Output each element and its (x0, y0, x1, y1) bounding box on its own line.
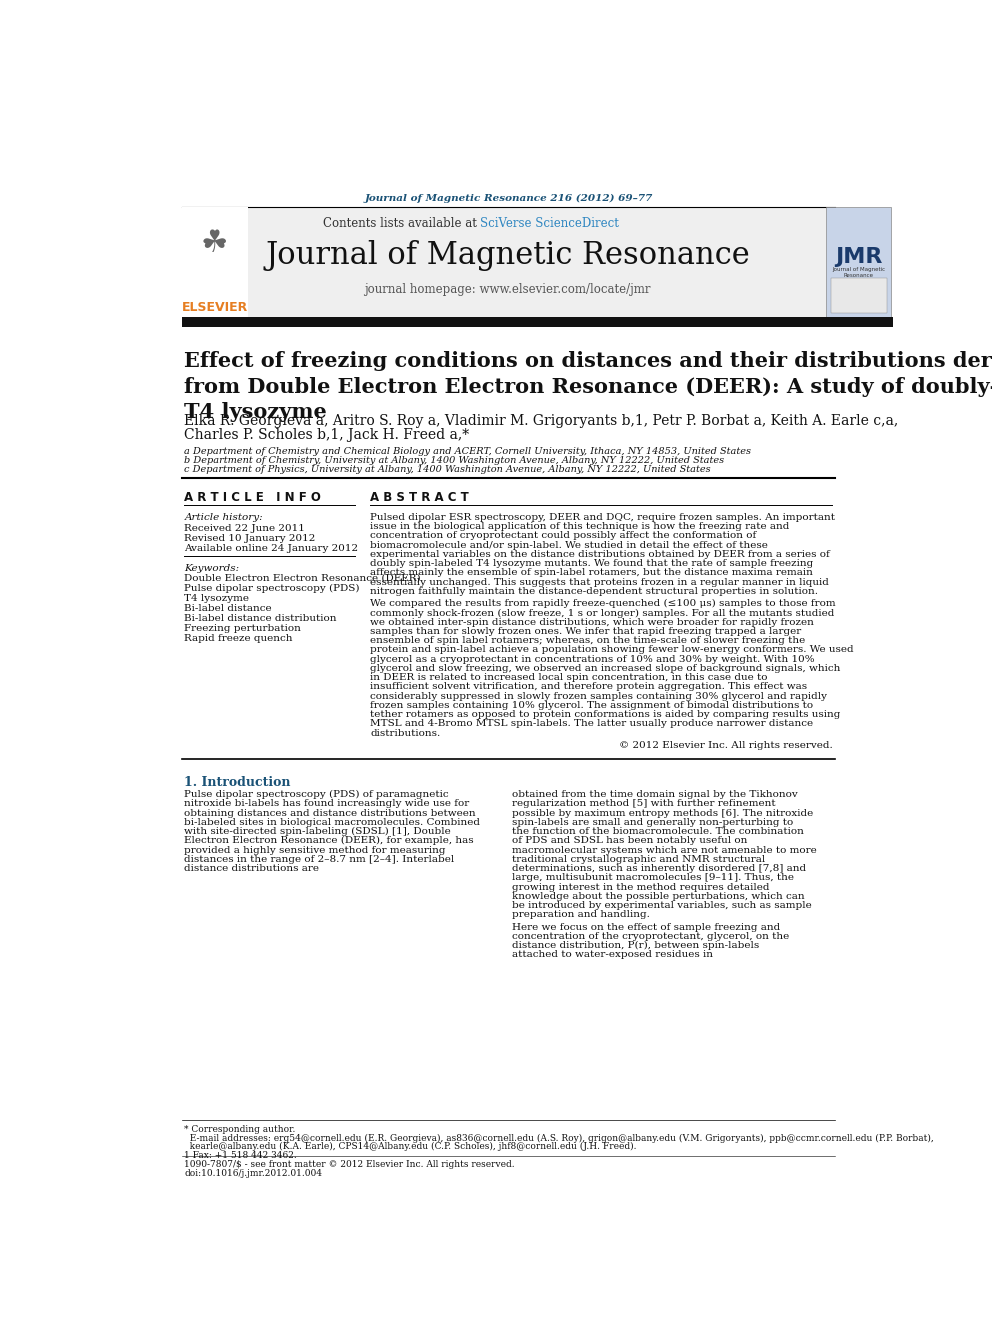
Text: regularization method [5] with further refinement: regularization method [5] with further r… (512, 799, 775, 808)
Text: Here we focus on the effect of sample freezing and: Here we focus on the effect of sample fr… (512, 922, 780, 931)
Text: kearle@albany.edu (K.A. Earle), CPS14@Albany.edu (C.P. Scholes), jhf8@cornell.ed: kearle@albany.edu (K.A. Earle), CPS14@Al… (185, 1142, 637, 1151)
Text: ensemble of spin label rotamers; whereas, on the time-scale of slower freezing t: ensemble of spin label rotamers; whereas… (370, 636, 806, 646)
Text: traditional crystallographic and NMR structural: traditional crystallographic and NMR str… (512, 855, 765, 864)
Text: growing interest in the method requires detailed: growing interest in the method requires … (512, 882, 769, 892)
Text: c Department of Physics, University at Albany, 1400 Washington Avenue, Albany, N: c Department of Physics, University at A… (185, 466, 711, 474)
Text: b Department of Chemistry, University at Albany, 1400 Washington Avenue, Albany,: b Department of Chemistry, University at… (185, 456, 724, 464)
Text: knowledge about the possible perturbations, which can: knowledge about the possible perturbatio… (512, 892, 805, 901)
Text: affects mainly the ensemble of spin-label rotamers, but the distance maxima rema: affects mainly the ensemble of spin-labe… (370, 569, 813, 577)
Text: bi-labeled sites in biological macromolecules. Combined: bi-labeled sites in biological macromole… (185, 818, 480, 827)
Text: Journal of Magnetic Resonance: Journal of Magnetic Resonance (265, 239, 750, 271)
Text: concentration of the cryoprotectant, glycerol, on the: concentration of the cryoprotectant, gly… (512, 931, 789, 941)
Text: issue in the biological application of this technique is how the freezing rate a: issue in the biological application of t… (370, 523, 790, 532)
Text: Elka R. Georgieva a, Aritro S. Roy a, Vladimir M. Grigoryants b,1, Petr P. Borba: Elka R. Georgieva a, Aritro S. Roy a, Vl… (185, 414, 899, 429)
Text: JMR: JMR (835, 247, 883, 267)
Text: Freezing perturbation: Freezing perturbation (185, 624, 302, 632)
Text: tether rotamers as opposed to protein conformations is aided by comparing result: tether rotamers as opposed to protein co… (370, 710, 841, 720)
Text: Contents lists available at: Contents lists available at (322, 217, 480, 229)
Text: insufficient solvent vitrification, and therefore protein aggregation. This effe: insufficient solvent vitrification, and … (370, 683, 807, 692)
Bar (183, 208, 834, 316)
Text: Journal of Magnetic Resonance 216 (2012) 69–77: Journal of Magnetic Resonance 216 (2012)… (364, 193, 653, 202)
Text: 1 Fax: +1 518 442 3462.: 1 Fax: +1 518 442 3462. (185, 1151, 298, 1159)
Text: considerably suppressed in slowly frozen samples containing 30% glycerol and rap: considerably suppressed in slowly frozen… (370, 692, 827, 701)
Text: * Corresponding author.: * Corresponding author. (185, 1125, 296, 1134)
Text: obtaining distances and distance distributions between: obtaining distances and distance distrib… (185, 808, 476, 818)
Text: preparation and handling.: preparation and handling. (512, 910, 650, 919)
Text: Journal of Magnetic
Resonance: Journal of Magnetic Resonance (832, 267, 885, 278)
Text: nitrogen faithfully maintain the distance-dependent structural properties in sol: nitrogen faithfully maintain the distanc… (370, 587, 818, 595)
Text: a Department of Chemistry and Chemical Biology and ACERT, Cornell University, It: a Department of Chemistry and Chemical B… (185, 447, 752, 455)
Text: macromolecular systems which are not amenable to more: macromolecular systems which are not ame… (512, 845, 816, 855)
Bar (831, 278, 887, 312)
Text: protein and spin-label achieve a population showing fewer low-energy conformers.: protein and spin-label achieve a populat… (370, 646, 854, 655)
Text: distance distributions are: distance distributions are (185, 864, 319, 873)
Text: frozen samples containing 10% glycerol. The assignment of bimodal distributions : frozen samples containing 10% glycerol. … (370, 701, 813, 710)
Text: Bi-label distance distribution: Bi-label distance distribution (185, 614, 337, 623)
Text: provided a highly sensitive method for measuring: provided a highly sensitive method for m… (185, 845, 446, 855)
Text: Effect of freezing conditions on distances and their distributions derived
from : Effect of freezing conditions on distanc… (185, 352, 992, 422)
Text: E-mail addresses: erg54@cornell.edu (E.R. Georgieva), as836@cornell.edu (A.S. Ro: E-mail addresses: erg54@cornell.edu (E.R… (185, 1134, 934, 1143)
Text: Received 22 June 2011: Received 22 June 2011 (185, 524, 306, 533)
Text: Pulse dipolar spectroscopy (PDS) of paramagnetic: Pulse dipolar spectroscopy (PDS) of para… (185, 790, 449, 799)
Text: distributions.: distributions. (370, 729, 440, 737)
Text: of PDS and SDSL has been notably useful on: of PDS and SDSL has been notably useful … (512, 836, 747, 845)
Text: Article history:: Article history: (185, 513, 263, 523)
Text: commonly shock-frozen (slow freeze, 1 s or longer) samples. For all the mutants : commonly shock-frozen (slow freeze, 1 s … (370, 609, 835, 618)
Text: MTSL and 4-Bromo MTSL spin-labels. The latter usually produce narrower distance: MTSL and 4-Bromo MTSL spin-labels. The l… (370, 720, 813, 729)
Text: biomacromolecule and/or spin-label. We studied in detail the effect of these: biomacromolecule and/or spin-label. We s… (370, 541, 769, 549)
Text: Keywords:: Keywords: (185, 564, 240, 573)
Text: journal homepage: www.elsevier.com/locate/jmr: journal homepage: www.elsevier.com/locat… (364, 283, 651, 296)
Text: T4 lysozyme: T4 lysozyme (185, 594, 249, 603)
Text: the function of the biomacromolecule. The combination: the function of the biomacromolecule. Th… (512, 827, 804, 836)
Text: distances in the range of 2–8.7 nm [2–4]. Interlabel: distances in the range of 2–8.7 nm [2–4]… (185, 855, 454, 864)
Text: Revised 10 January 2012: Revised 10 January 2012 (185, 533, 315, 542)
Text: 1090-7807/$ - see front matter © 2012 Elsevier Inc. All rights reserved.: 1090-7807/$ - see front matter © 2012 El… (185, 1160, 515, 1168)
Text: large, multisubunit macromolecules [9–11]. Thus, the: large, multisubunit macromolecules [9–11… (512, 873, 794, 882)
Text: concentration of cryoprotectant could possibly affect the conformation of: concentration of cryoprotectant could po… (370, 532, 757, 540)
Text: A B S T R A C T: A B S T R A C T (370, 491, 469, 504)
Text: Bi-label distance: Bi-label distance (185, 603, 272, 613)
Text: 1. Introduction: 1. Introduction (185, 777, 291, 790)
Text: doubly spin-labeled T4 lysozyme mutants. We found that the rate of sample freezi: doubly spin-labeled T4 lysozyme mutants.… (370, 560, 813, 568)
Text: be introduced by experimental variables, such as sample: be introduced by experimental variables,… (512, 901, 811, 910)
Text: Double Electron Electron Resonance (DEER): Double Electron Electron Resonance (DEER… (185, 574, 421, 583)
Text: ELSEVIER: ELSEVIER (182, 302, 248, 314)
Text: doi:10.1016/j.jmr.2012.01.004: doi:10.1016/j.jmr.2012.01.004 (185, 1170, 322, 1177)
Text: We compared the results from rapidly freeze-quenched (≤100 μs) samples to those : We compared the results from rapidly fre… (370, 599, 836, 609)
Text: obtained from the time domain signal by the Tikhonov: obtained from the time domain signal by … (512, 790, 798, 799)
Text: A R T I C L E   I N F O: A R T I C L E I N F O (185, 491, 321, 504)
Bar (826, 208, 891, 316)
Text: Pulsed dipolar ESR spectroscopy, DEER and DQC, require frozen samples. An import: Pulsed dipolar ESR spectroscopy, DEER an… (370, 513, 835, 523)
Text: distance distribution, P(r), between spin-labels: distance distribution, P(r), between spi… (512, 941, 759, 950)
Text: with site-directed spin-labeling (SDSL) [1], Double: with site-directed spin-labeling (SDSL) … (185, 827, 451, 836)
Text: glycerol as a cryoprotectant in concentrations of 10% and 30% by weight. With 10: glycerol as a cryoprotectant in concentr… (370, 655, 815, 664)
Text: spin-labels are small and generally non-perturbing to: spin-labels are small and generally non-… (512, 818, 793, 827)
Text: Pulse dipolar spectroscopy (PDS): Pulse dipolar spectroscopy (PDS) (185, 583, 360, 593)
Text: glycerol and slow freezing, we observed an increased slope of background signals: glycerol and slow freezing, we observed … (370, 664, 841, 673)
Text: © 2012 Elsevier Inc. All rights reserved.: © 2012 Elsevier Inc. All rights reserved… (619, 741, 832, 750)
Text: samples than for slowly frozen ones. We infer that rapid freezing trapped a larg: samples than for slowly frozen ones. We … (370, 627, 802, 636)
Bar (183, 208, 248, 316)
Text: Rapid freeze quench: Rapid freeze quench (185, 634, 293, 643)
Text: determinations, such as inherently disordered [7,8] and: determinations, such as inherently disor… (512, 864, 806, 873)
Text: we obtained inter-spin distance distributions, which were broader for rapidly fr: we obtained inter-spin distance distribu… (370, 618, 814, 627)
Text: ☘: ☘ (201, 229, 228, 258)
Text: nitroxide bi-labels has found increasingly wide use for: nitroxide bi-labels has found increasing… (185, 799, 469, 808)
Text: Charles P. Scholes b,1, Jack H. Freed a,*: Charles P. Scholes b,1, Jack H. Freed a,… (185, 429, 469, 442)
Text: in DEER is related to increased local spin concentration, in this case due to: in DEER is related to increased local sp… (370, 673, 768, 683)
Text: experimental variables on the distance distributions obtained by DEER from a ser: experimental variables on the distance d… (370, 550, 830, 558)
Text: attached to water-exposed residues in: attached to water-exposed residues in (512, 950, 712, 959)
Text: Available online 24 January 2012: Available online 24 January 2012 (185, 544, 358, 553)
Text: essentially unchanged. This suggests that proteins frozen in a regular manner in: essentially unchanged. This suggests tha… (370, 578, 829, 586)
Bar (183, 316, 893, 327)
Text: SciVerse ScienceDirect: SciVerse ScienceDirect (480, 217, 619, 229)
Text: Electron Electron Resonance (DEER), for example, has: Electron Electron Resonance (DEER), for … (185, 836, 474, 845)
Text: possible by maximum entropy methods [6]. The nitroxide: possible by maximum entropy methods [6].… (512, 808, 812, 818)
